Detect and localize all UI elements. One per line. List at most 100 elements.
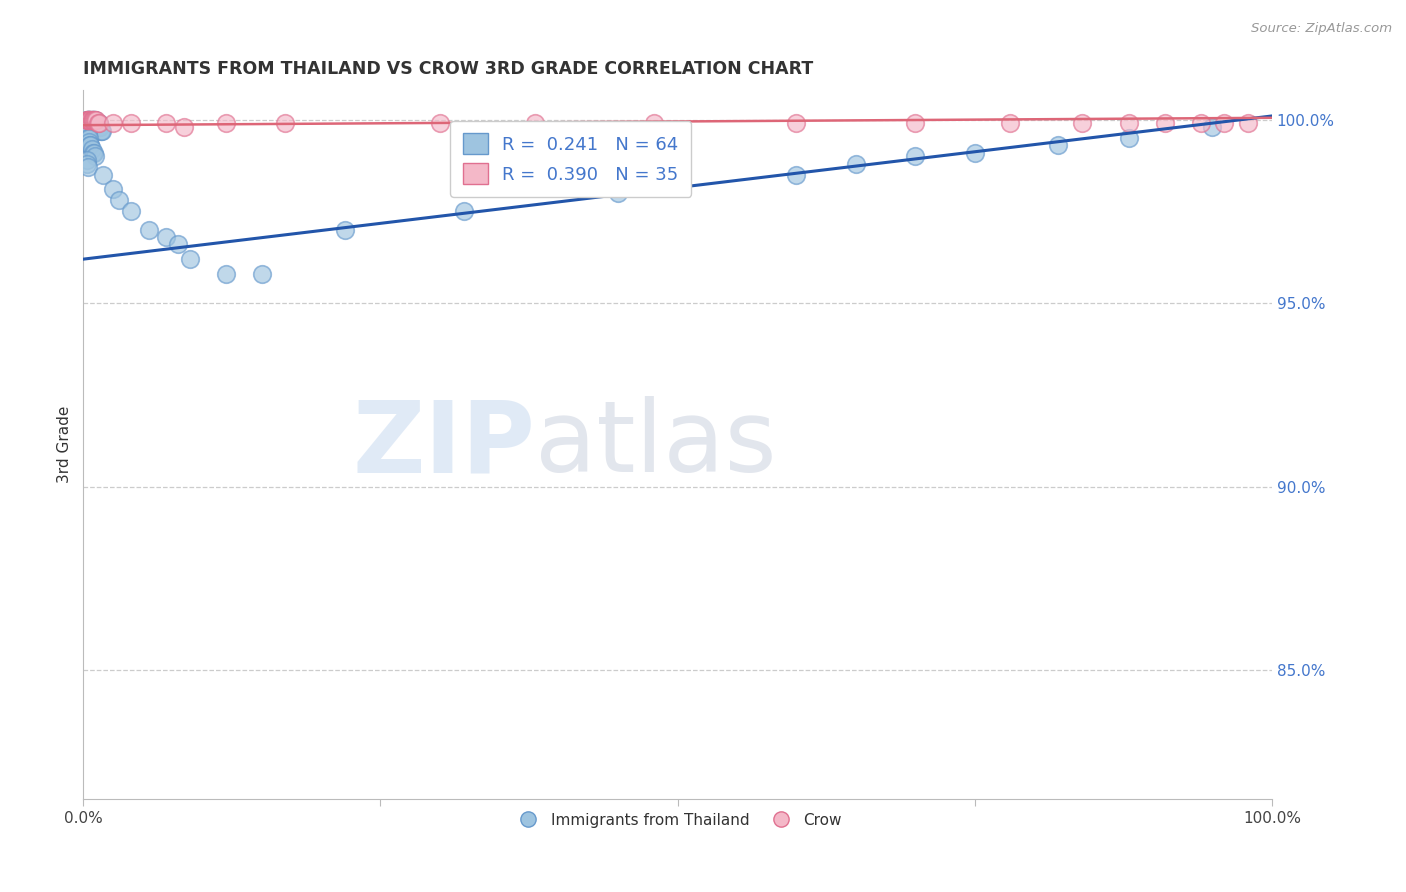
- Point: [333, 223, 356, 237]
- Point: [80, 142, 103, 156]
- Point: [77, 112, 100, 127]
- Point: [77, 161, 100, 175]
- Point: [77, 112, 100, 127]
- Text: ZIP: ZIP: [352, 396, 534, 493]
- Point: [76, 157, 98, 171]
- Point: [1237, 116, 1260, 130]
- Point: [89, 120, 111, 134]
- Point: [108, 194, 131, 208]
- Point: [101, 116, 124, 130]
- Point: [86, 116, 108, 130]
- Point: [101, 182, 124, 196]
- Legend: Immigrants from Thailand, Crow: Immigrants from Thailand, Crow: [508, 806, 848, 834]
- Point: [79, 112, 101, 127]
- Point: [84, 112, 107, 127]
- Point: [79, 112, 101, 127]
- Point: [90, 123, 112, 137]
- Point: [82, 112, 104, 127]
- Point: [87, 116, 110, 130]
- Point: [80, 112, 103, 127]
- Point: [82, 112, 104, 127]
- Point: [87, 120, 110, 134]
- Point: [76, 128, 98, 142]
- Point: [82, 145, 104, 160]
- Point: [86, 112, 108, 127]
- Point: [250, 267, 273, 281]
- Point: [86, 116, 108, 130]
- Point: [785, 116, 807, 130]
- Point: [155, 230, 177, 244]
- Point: [79, 138, 101, 153]
- Point: [80, 112, 103, 127]
- Point: [963, 145, 986, 160]
- Point: [76, 112, 98, 127]
- Point: [1154, 116, 1177, 130]
- Point: [77, 112, 100, 127]
- Point: [76, 128, 98, 142]
- Point: [86, 116, 108, 130]
- Point: [1118, 116, 1140, 130]
- Point: [79, 138, 101, 153]
- Point: [77, 112, 100, 127]
- Point: [429, 116, 451, 130]
- Point: [86, 116, 108, 130]
- Point: [91, 123, 114, 137]
- Point: [93, 168, 115, 182]
- Point: [76, 112, 98, 127]
- Point: [83, 112, 105, 127]
- Point: [80, 112, 103, 127]
- Point: [77, 135, 100, 149]
- Point: [79, 112, 101, 127]
- Point: [77, 131, 100, 145]
- Point: [167, 237, 190, 252]
- Point: [77, 112, 100, 127]
- Point: [77, 112, 100, 127]
- Point: [179, 252, 201, 267]
- Point: [86, 116, 108, 130]
- Point: [77, 112, 100, 127]
- Point: [904, 149, 927, 163]
- Text: atlas: atlas: [534, 396, 776, 493]
- Point: [82, 112, 104, 127]
- Point: [77, 131, 100, 145]
- Point: [83, 112, 105, 127]
- Point: [84, 112, 107, 127]
- Point: [89, 120, 111, 134]
- Point: [155, 116, 177, 130]
- Point: [79, 112, 101, 127]
- Point: [76, 112, 98, 127]
- Point: [77, 112, 100, 127]
- Point: [82, 112, 104, 127]
- Point: [87, 116, 110, 130]
- Point: [215, 267, 238, 281]
- Point: [1070, 116, 1092, 130]
- Point: [138, 223, 160, 237]
- Point: [77, 128, 100, 142]
- Point: [83, 145, 105, 160]
- Point: [76, 112, 98, 127]
- Point: [76, 153, 98, 167]
- Point: [120, 204, 142, 219]
- Point: [83, 112, 105, 127]
- Text: Source: ZipAtlas.com: Source: ZipAtlas.com: [1251, 22, 1392, 36]
- Point: [274, 116, 297, 130]
- Point: [1118, 131, 1140, 145]
- Point: [1189, 116, 1212, 130]
- Point: [173, 120, 195, 134]
- Y-axis label: 3rd Grade: 3rd Grade: [58, 406, 72, 483]
- Point: [523, 116, 546, 130]
- Point: [453, 204, 475, 219]
- Point: [77, 112, 100, 127]
- Point: [1201, 120, 1223, 134]
- Point: [84, 112, 107, 127]
- Point: [1213, 116, 1236, 130]
- Point: [77, 112, 100, 127]
- Point: [1046, 138, 1069, 153]
- Point: [84, 149, 107, 163]
- Point: [785, 168, 807, 182]
- Point: [215, 116, 238, 130]
- Point: [904, 116, 927, 130]
- Point: [607, 186, 630, 200]
- Point: [80, 112, 103, 127]
- Point: [120, 116, 142, 130]
